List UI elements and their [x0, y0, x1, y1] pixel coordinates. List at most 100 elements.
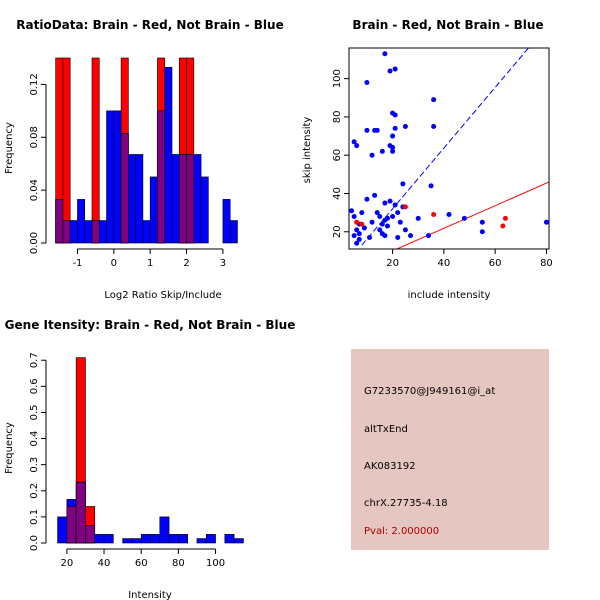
- notbrain-point: [431, 97, 437, 103]
- ratio-histogram: RatioData: Brain - Red, Not Brain - Blue…: [4, 18, 284, 301]
- notbrain-point: [461, 215, 467, 221]
- ratio-hist-notbrain-bar: [229, 220, 238, 244]
- scatter-y-tick-label: 20: [332, 225, 343, 238]
- intensity-hist-notbrain-bar: [94, 534, 105, 544]
- intensity-hist-y-tick-label: 0.4: [29, 431, 40, 447]
- notbrain-point: [392, 202, 398, 208]
- ratio-hist-notbrain-bar: [164, 66, 173, 244]
- scatter-title: Brain - Red, Not Brain - Blue: [352, 18, 543, 32]
- notbrain-point: [390, 148, 396, 154]
- scatter-x-tick-label: 80: [540, 258, 553, 269]
- notbrain-point: [354, 240, 360, 246]
- notbrain-point: [364, 127, 370, 133]
- notbrain-fit-line: [361, 48, 529, 246]
- intensity-hist-notbrain-bar: [131, 538, 142, 544]
- accession: AK083192: [364, 461, 416, 472]
- brain-point: [402, 204, 408, 210]
- notbrain-point: [351, 213, 357, 219]
- notbrain-point: [379, 148, 385, 154]
- intensity-histogram-bars: [57, 357, 244, 544]
- scatter-x-tick-label: 60: [489, 258, 502, 269]
- ratio-hist-notbrain-bar: [106, 110, 115, 244]
- ratio-hist-notbrain-bar: [222, 199, 231, 244]
- notbrain-point: [400, 181, 406, 187]
- intensity-hist-y-tick-label: 0.3: [29, 457, 40, 473]
- brain-point: [354, 219, 360, 225]
- intensity-hist-notbrain-bar: [140, 534, 151, 544]
- scatter-axes: 20 40 60 80 20 40 60 80 100: [332, 69, 553, 269]
- intensity-hist-y-tick-label: 0.0: [29, 535, 40, 551]
- notbrain-point: [395, 235, 401, 241]
- intensity-hist-notbrain-bar: [122, 538, 133, 544]
- scatter-plot-box: [348, 47, 550, 250]
- intensity-hist-y-tick-label: 0.2: [29, 483, 40, 499]
- notbrain-point: [382, 51, 388, 57]
- notbrain-point: [369, 152, 375, 158]
- intensity-hist-notbrain-bar: [159, 516, 170, 544]
- ratio-hist-notbrain-bar: [113, 110, 122, 244]
- notbrain-point: [351, 139, 357, 145]
- intensity-histogram-xlabel: Intensity: [128, 590, 172, 600]
- ratio-hist-notbrain-bar: [142, 220, 151, 244]
- intensity-histogram-axes: 20 40 60 80 100 0.0 0.1 0.2 0.3 0.4 0.5 0.6 0.7: [29, 352, 225, 569]
- p-value: Pval: 2.000000: [364, 526, 440, 537]
- notbrain-point: [364, 196, 370, 202]
- ratio-hist-overlap-bar: [186, 154, 195, 244]
- brain-point: [500, 223, 506, 229]
- ratio-hist-overlap-bar: [120, 133, 129, 244]
- intensity-histogram: Gene Itensity: Brain - Red, Not Brain - …: [4, 318, 295, 600]
- notbrain-point: [390, 133, 396, 139]
- intensity-hist-x-tick-label: 20: [61, 558, 74, 569]
- intensity-scatter: Brain - Red, Not Brain - Blue include in…: [302, 18, 553, 301]
- brain-point: [502, 215, 508, 221]
- scatter-ylabel: skip intensity: [302, 117, 313, 184]
- intensity-hist-notbrain-bar: [233, 538, 244, 544]
- probe-id: G7233570@J949161@i_at: [364, 386, 496, 397]
- info-panel: G7233570@J949161@i_at altTxEnd AK083192 …: [351, 349, 549, 550]
- ratio-hist-brain-bar: [62, 57, 71, 244]
- notbrain-point: [377, 213, 383, 219]
- ratio-hist-notbrain-bar: [84, 220, 93, 244]
- notbrain-point: [351, 233, 357, 239]
- ratio-hist-y-tick-label: 0.12: [29, 73, 40, 95]
- ratio-histogram-title: RatioData: Brain - Red, Not Brain - Blue: [16, 18, 283, 32]
- intensity-hist-overlap-bar: [75, 481, 86, 544]
- intensity-hist-notbrain-bar: [57, 516, 68, 544]
- intensity-hist-x-tick-label: 60: [135, 558, 148, 569]
- notbrain-point: [356, 236, 362, 242]
- notbrain-point: [397, 219, 403, 225]
- notbrain-point: [392, 66, 398, 72]
- ratio-hist-y-tick-label: 0.00: [29, 232, 40, 254]
- ratio-hist-notbrain-bar: [69, 220, 78, 244]
- brain-point: [359, 221, 365, 227]
- intensity-hist-notbrain-bar: [150, 534, 161, 544]
- notbrain-point: [356, 231, 362, 237]
- notbrain-point: [390, 213, 396, 219]
- ratio-hist-overlap-bar: [91, 220, 100, 244]
- intensity-hist-overlap-bar: [66, 506, 77, 544]
- notbrain-point: [446, 212, 452, 218]
- notbrain-point: [479, 219, 485, 225]
- notbrain-point: [408, 233, 414, 239]
- brain-fit-line: [395, 181, 549, 249]
- ratio-hist-notbrain-bar: [171, 154, 180, 244]
- intensity-hist-notbrain-bar: [224, 534, 235, 544]
- scatter-y-tick-label: 100: [332, 69, 343, 88]
- notbrain-point: [395, 210, 401, 216]
- notbrain-point: [392, 125, 398, 131]
- notbrain-point: [392, 112, 398, 118]
- notbrain-point: [384, 215, 390, 221]
- intensity-hist-notbrain-bar: [178, 534, 188, 544]
- intensity-hist-notbrain-bar: [196, 538, 207, 544]
- ratio-histogram-xlabel: Log2 Ratio Skip/Include: [104, 290, 221, 301]
- notbrain-point: [382, 233, 388, 239]
- intensity-hist-x-tick-label: 80: [172, 558, 185, 569]
- notbrain-point: [377, 227, 383, 233]
- intensity-histogram-title: Gene Itensity: Brain - Red, Not Brain - …: [5, 318, 296, 332]
- notbrain-point: [384, 223, 390, 229]
- intensity-hist-overlap-bar: [85, 525, 96, 544]
- event-type: altTxEnd: [364, 424, 408, 435]
- notbrain-point: [428, 183, 434, 189]
- notbrain-point: [390, 145, 396, 151]
- genomic-location: chrX.27735-4.18: [364, 498, 448, 509]
